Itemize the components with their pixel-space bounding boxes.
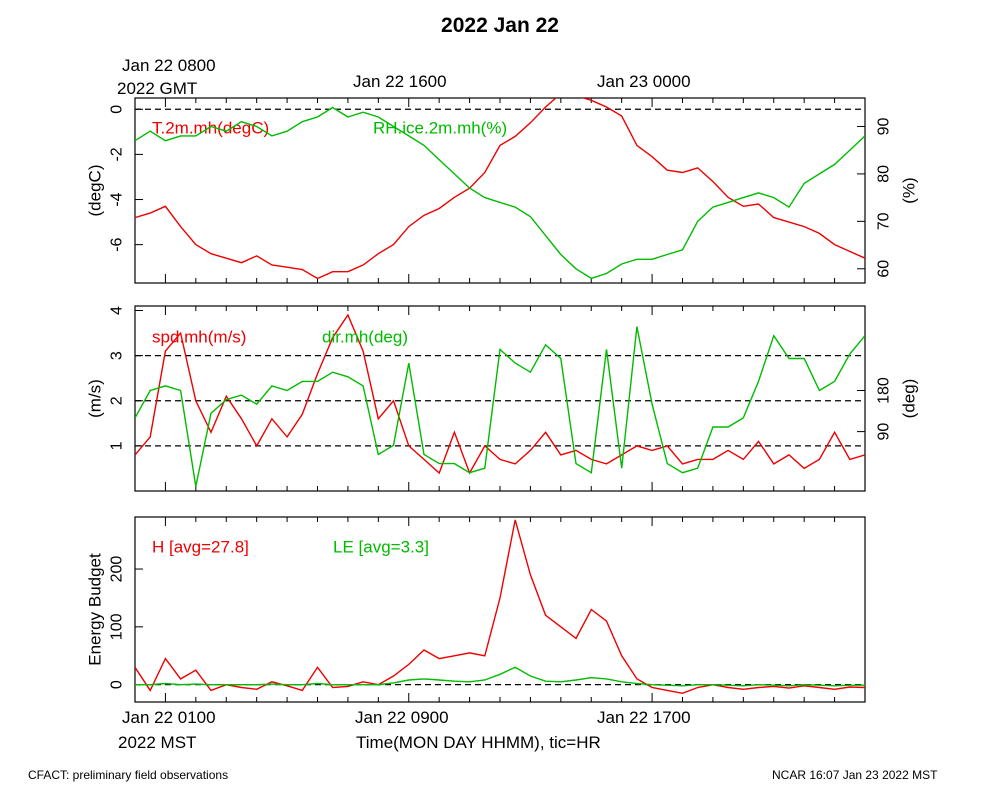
footer-note: CFACT: preliminary field observations	[28, 768, 229, 782]
x-axis-label: Time(MON DAY HHMM), tic=HR	[356, 733, 601, 752]
mst-tick-label: Jan 22 1700	[597, 708, 691, 727]
legend-label: T.2m.mh(degC)	[152, 119, 269, 138]
y-tick-label: 4	[109, 306, 126, 315]
y-tick-label: 200	[109, 556, 126, 583]
legend-label: RH.ice.2m.mh(%)	[373, 119, 507, 138]
y-tick-label: 0	[109, 680, 126, 689]
gmt-start-label: Jan 22 0800	[122, 56, 216, 75]
gmt-tick-label: Jan 23 0000	[597, 72, 691, 91]
legend-label: H [avg=27.8]	[152, 538, 249, 557]
y-tick-label: -4	[109, 192, 126, 206]
right-tick-label: 80	[876, 165, 893, 183]
right-tick-label: 90	[876, 117, 893, 135]
y-tick-label: -6	[109, 237, 126, 251]
legend-label: LE [avg=3.3]	[333, 538, 429, 557]
y-tick-label: 2	[109, 396, 126, 405]
series-line	[135, 666, 865, 687]
mst-year-label: 2022 MST	[118, 733, 197, 752]
y-tick-label: 3	[109, 351, 126, 360]
series-line	[135, 326, 865, 487]
right-tick-label: 90	[876, 423, 893, 441]
mst-tick-label: Jan 22 0900	[355, 708, 449, 727]
legend-label: dir.mh(deg)	[322, 328, 408, 347]
y-tick-label: -2	[109, 147, 126, 161]
series-line	[135, 98, 865, 280]
footer-timestamp: NCAR 16:07 Jan 23 2022 MST	[772, 768, 938, 782]
legend-label: spd.mh(m/s)	[152, 328, 246, 347]
mst-tick-label: Jan 22 0100	[122, 708, 216, 727]
chart-title: 2022 Jan 22	[441, 14, 559, 37]
y-tick-label: 100	[109, 613, 126, 640]
y-tick-label: 1	[109, 441, 126, 450]
right-tick-label: 70	[876, 212, 893, 230]
right-axis-label: (%)	[900, 177, 919, 203]
y-axis-label: (degC)	[86, 165, 105, 217]
y-axis-label: Energy Budget	[86, 553, 105, 666]
series-line	[135, 313, 865, 475]
y-axis-label: (m/s)	[86, 379, 105, 418]
gmt-tick-label: Jan 22 1600	[353, 72, 447, 91]
gmt-year-label: 2022 GMT	[117, 79, 198, 98]
right-tick-label: 180	[876, 377, 893, 404]
right-axis-label: (deg)	[900, 379, 919, 419]
right-tick-label: 60	[876, 260, 893, 278]
series-line	[135, 106, 865, 280]
series-line	[135, 519, 865, 695]
y-tick-label: 0	[109, 105, 126, 114]
